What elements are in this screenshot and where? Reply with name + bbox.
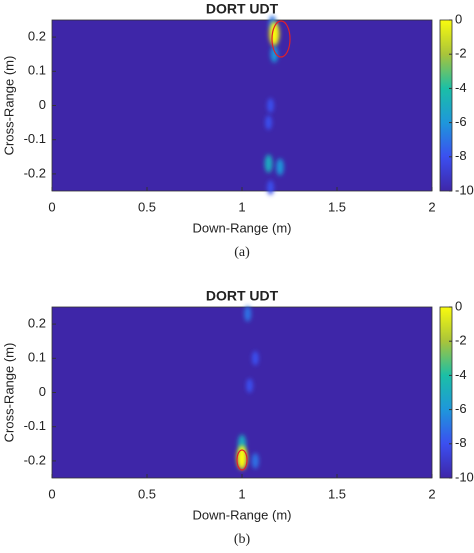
hotspot <box>267 180 274 195</box>
x-tick-label: 0.5 <box>138 199 156 214</box>
hotspot <box>251 453 259 469</box>
x-tick-label: 0.5 <box>138 486 156 501</box>
caption: (b) <box>234 532 251 547</box>
colorbar-tick-label: -2 <box>455 333 467 348</box>
chart-title: DORT UDT <box>206 1 279 17</box>
colorbar-tick-label: -10 <box>455 469 474 484</box>
x-axis-label: Down-Range (m) <box>193 220 292 235</box>
y-tick-label: 0.1 <box>28 63 46 78</box>
y-axis-label: Cross-Range (m) <box>1 343 16 443</box>
hotspot <box>244 306 252 322</box>
annotation-circle <box>271 20 291 58</box>
colorbar-tick-label: -4 <box>455 80 467 95</box>
plot-background <box>52 20 432 191</box>
x-axis-label: Down-Range (m) <box>193 507 292 522</box>
hotspot <box>265 115 272 130</box>
y-tick-label: 0 <box>39 97 46 112</box>
y-tick-label: 0.1 <box>28 350 46 365</box>
x-tick-label: 1 <box>238 486 245 501</box>
colorbar <box>439 306 453 479</box>
x-tick-label: 1 <box>238 199 245 214</box>
y-tick-label: -0.1 <box>24 418 46 433</box>
y-axis-label: Cross-Range (m) <box>1 56 16 156</box>
colorbar <box>439 19 453 192</box>
hotspot <box>246 378 254 393</box>
hotspot <box>251 351 259 366</box>
colorbar-tick-label: 0 <box>455 298 462 313</box>
y-tick-label: -0.1 <box>24 131 46 146</box>
colorbar-tick-label: 0 <box>455 11 462 26</box>
hotspot <box>270 45 279 63</box>
y-tick-label: -0.2 <box>24 165 46 180</box>
annotation-circle <box>236 449 248 471</box>
colorbar-tick-label: -8 <box>455 148 467 163</box>
y-tick-label: 0.2 <box>28 29 46 44</box>
colorbar-tick-label: -8 <box>455 435 467 450</box>
x-tick-label: 1.5 <box>328 486 346 501</box>
caption: (a) <box>234 245 250 260</box>
hotspot <box>264 154 273 173</box>
x-tick-label: 0 <box>48 486 55 501</box>
y-tick-label: 0.2 <box>28 316 46 331</box>
colorbar-tick-label: -6 <box>455 401 467 416</box>
x-tick-label: 2 <box>428 199 435 214</box>
hotspot <box>267 98 274 113</box>
chart-title: DORT UDT <box>206 288 279 304</box>
colorbar-tick-label: -10 <box>455 182 474 197</box>
x-tick-label: 0 <box>48 199 55 214</box>
colorbar-tick-label: -6 <box>455 114 467 129</box>
y-tick-label: -0.2 <box>24 452 46 467</box>
y-tick-label: 0 <box>39 384 46 399</box>
x-tick-label: 1.5 <box>328 199 346 214</box>
x-tick-label: 2 <box>428 486 435 501</box>
colorbar-tick-label: -4 <box>455 367 467 382</box>
colorbar-tick-label: -2 <box>455 46 467 61</box>
hotspot <box>276 158 284 176</box>
hotspot <box>269 21 280 46</box>
